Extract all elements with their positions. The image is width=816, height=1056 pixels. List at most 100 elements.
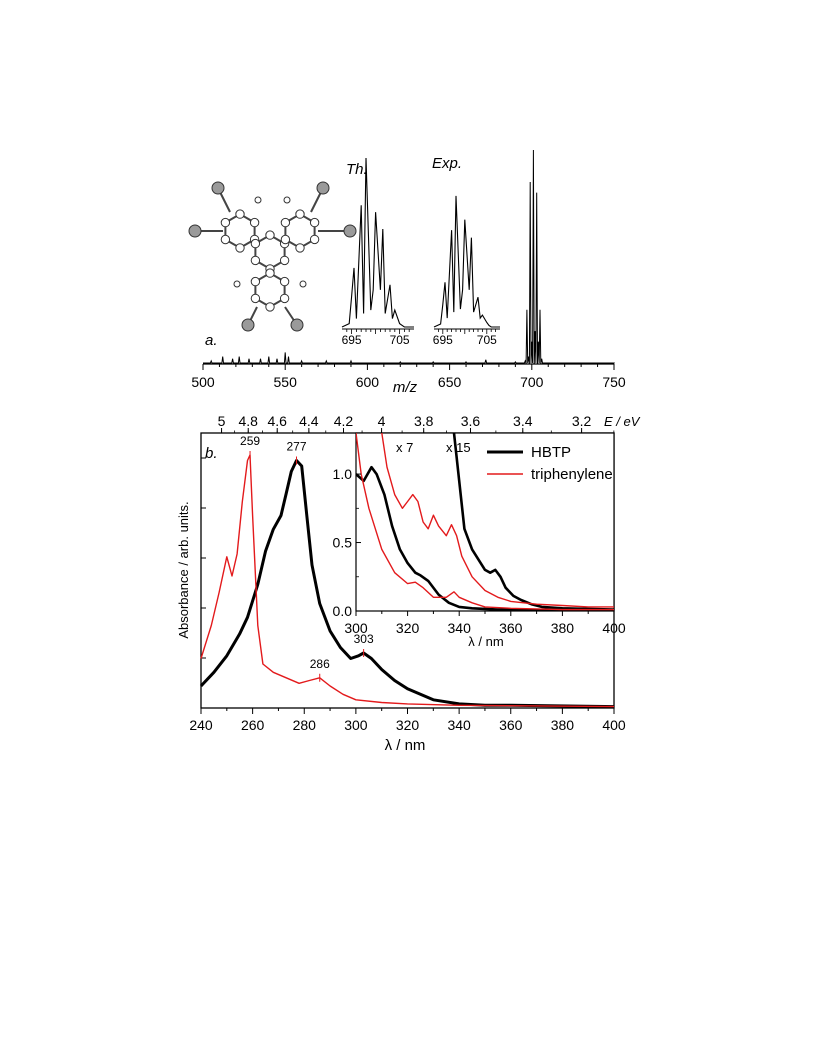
panel-b-top-tick-label: 3.6 <box>461 413 481 429</box>
inset-exp-label: Exp. <box>432 155 462 172</box>
legend-label: triphenylene <box>531 466 613 483</box>
panel-a-tick-label: 500 <box>191 374 215 390</box>
inset-tick-label: 695 <box>433 333 453 347</box>
molecule-carbon-atom <box>265 302 275 312</box>
inset-x-tick-label: 320 <box>396 620 420 636</box>
inset-scale-label: x 15 <box>446 440 471 455</box>
inset-series-triphenylene-x7 <box>381 433 614 608</box>
peak-label: 259 <box>240 434 260 448</box>
panel-b-tick-label: 240 <box>189 717 213 733</box>
molecule-carbon-atom <box>265 268 275 278</box>
inset-series-group <box>356 433 614 611</box>
panel-a-tick-label: 700 <box>520 374 544 390</box>
molecule-carbon-atom <box>220 234 231 245</box>
panel-a-tick-label: 550 <box>274 374 298 390</box>
molecule-carbon-atom <box>279 276 290 287</box>
molecule-bromine-atom <box>316 181 330 195</box>
panel-a-x-axis: 500 550 600 650 700 750 <box>191 363 626 390</box>
molecule-bromine-atom <box>188 224 202 238</box>
panel-b-tick-label: 340 <box>447 717 471 733</box>
molecule-carbon-atom <box>265 230 275 240</box>
peak-label: 303 <box>354 632 374 646</box>
molecule-hydrogen-atom <box>254 196 262 204</box>
panel-b-tick-label: 320 <box>396 717 420 733</box>
molecule-carbon-atom <box>249 217 260 228</box>
inset-x-tick-label: 400 <box>602 620 626 636</box>
panel-b-tick-label: 300 <box>344 717 368 733</box>
molecule-bromine-atom <box>290 318 304 332</box>
panel-b: 240 260 280 300 320 340 360 380 400 5 4.8 4.6 4.4 4.2… <box>176 413 641 754</box>
panel-a-series-line <box>203 149 615 364</box>
molecule-carbon-atom <box>235 243 245 253</box>
molecule-carbon-atom <box>250 276 261 287</box>
panel-b-top-tick-label: 3.8 <box>414 413 434 429</box>
molecule-bromine-atom <box>343 224 357 238</box>
panel-b-peak-labels: 259 277 286 303 <box>240 434 374 682</box>
inset-x-tick-label: 340 <box>448 620 472 636</box>
molecule-carbon-atom <box>295 209 305 219</box>
peak-label: 277 <box>286 440 306 454</box>
inset-series-triphenylene <box>356 433 614 611</box>
panel-b-inset: 300 320 340 360 380 400 0.0 0.5 1.0 λ / nm x 7 x 15 <box>333 432 626 649</box>
inset-y-tick-label: 0.5 <box>333 535 353 551</box>
panel-a-tick-label: 650 <box>438 374 462 390</box>
molecule-ring <box>254 233 286 271</box>
panel-b-tick-label: 260 <box>241 717 265 733</box>
inset-th-label: Th. <box>346 161 368 178</box>
panel-b-top-tick-label: 4.8 <box>239 413 259 429</box>
panel-a-inset-experimental: 695 705 <box>433 195 500 347</box>
molecule-bromine-atom <box>211 181 225 195</box>
molecule-carbon-atom <box>295 243 305 253</box>
molecule-ring <box>224 212 256 250</box>
panel-b-series-HBTP <box>199 459 615 709</box>
inset-tick-label: 705 <box>390 333 410 347</box>
peak-label: 286 <box>310 657 330 671</box>
panel-b-top-tick-label: 5 <box>218 413 226 429</box>
molecule-carbon-atom <box>280 217 291 228</box>
panel-b-y-axis-label: Absorbance / arb. units. <box>176 501 191 638</box>
panel-b-tick-label: 280 <box>293 717 317 733</box>
molecule-carbon-atom <box>280 234 291 245</box>
panel-b-top-tick-label: 3.4 <box>513 413 533 429</box>
panel-b-tick-label: 380 <box>551 717 575 733</box>
panel-a-inset-theoretical: 695 705 <box>341 157 414 347</box>
molecule-bromine-atom <box>241 318 255 332</box>
molecule-carbon-atom <box>235 209 245 219</box>
panel-b-top-tick-label: 4 <box>378 413 386 429</box>
panel-a-x-axis-label: m/z <box>393 379 418 396</box>
panel-a-tick-label: 750 <box>602 374 626 390</box>
panel-b-tick-label: 360 <box>499 717 523 733</box>
panel-a-spectrum <box>203 149 615 364</box>
molecule-ring <box>284 212 316 250</box>
inset-x-tick-label: 360 <box>499 620 523 636</box>
inset-x-axis-label: λ / nm <box>468 634 503 649</box>
panel-b-series <box>199 454 615 709</box>
molecule-hydrogen-atom <box>299 280 307 288</box>
inset-series-HBTP <box>356 465 614 611</box>
panel-b-top-tick-label: 3.2 <box>572 413 592 429</box>
hbtp-molecule-structure <box>188 181 357 332</box>
inset-frame <box>355 432 615 612</box>
inset-tick-label: 695 <box>342 333 362 347</box>
molecule-carbon-atom <box>220 217 231 228</box>
molecule-carbon-atom <box>279 293 290 304</box>
panel-b-legend: HBTP triphenylene <box>487 444 613 483</box>
molecule-carbon-atom <box>250 293 261 304</box>
molecule-carbon-atom <box>250 238 261 249</box>
panel-b-top-axis-label: E / eV <box>604 414 641 429</box>
inset-series-HBTP-x15 <box>452 433 614 611</box>
panel-b-top-tick-label: 4.4 <box>299 413 319 429</box>
inset-spectrum-line <box>341 157 414 328</box>
molecule-carbon-atom <box>279 255 290 266</box>
panel-a: a. 500 550 600 650 700 750 m/z 695 705 695 705 … <box>188 149 626 396</box>
panel-b-label: b. <box>205 445 218 462</box>
molecule-carbon-atom <box>309 217 320 228</box>
panel-b-top-tick-label: 4.2 <box>334 413 354 429</box>
inset-spectrum-line <box>433 195 500 328</box>
panel-a-tick-label: 600 <box>356 374 380 390</box>
molecule-hydrogen-atom <box>283 196 291 204</box>
panel-b-axes: 240 260 280 300 320 340 360 380 400 5 4.8 4.6 4.4 4.2… <box>189 413 626 733</box>
panel-b-tick-label: 400 <box>602 717 626 733</box>
molecule-hydrogen-atom <box>233 280 241 288</box>
molecule-ring <box>254 271 286 309</box>
